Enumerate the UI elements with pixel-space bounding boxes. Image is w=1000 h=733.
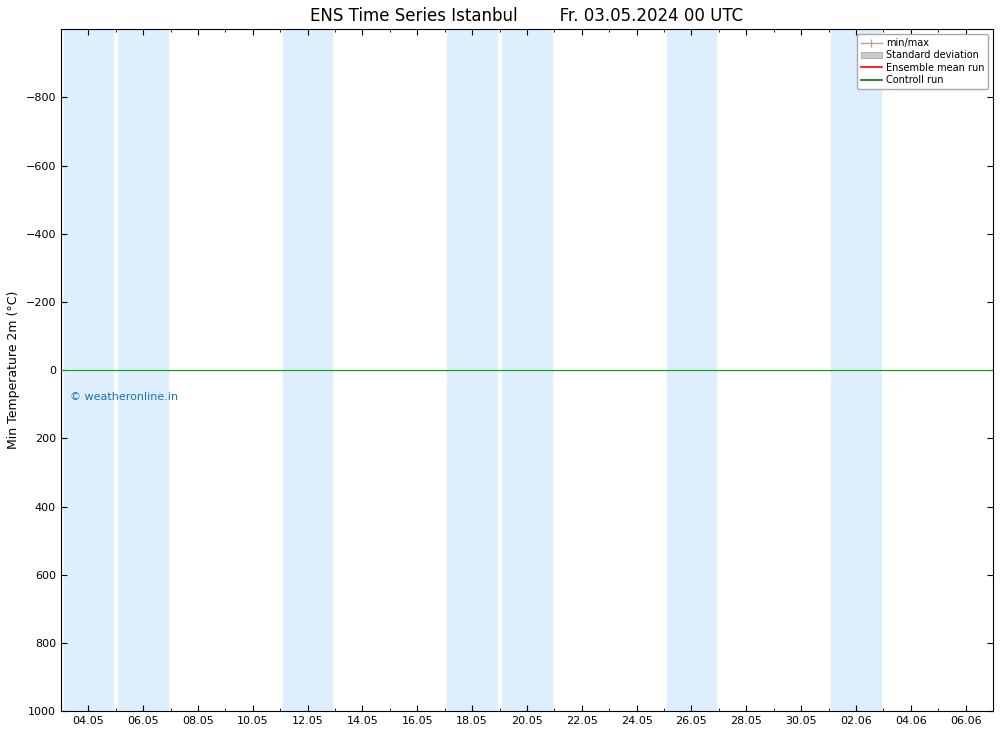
Bar [502, 29, 552, 711]
Bar [283, 29, 332, 711]
Bar [831, 29, 881, 711]
Y-axis label: Min Temperature 2m (°C): Min Temperature 2m (°C) [7, 291, 20, 449]
Title: ENS Time Series Istanbul        Fr. 03.05.2024 00 UTC: ENS Time Series Istanbul Fr. 03.05.2024 … [310, 7, 744, 25]
Legend: min/max, Standard deviation, Ensemble mean run, Controll run: min/max, Standard deviation, Ensemble me… [857, 34, 988, 89]
Bar [64, 29, 113, 711]
Text: © weatheronline.in: © weatheronline.in [70, 392, 178, 402]
Bar [447, 29, 497, 711]
Bar [667, 29, 716, 711]
Bar [118, 29, 168, 711]
